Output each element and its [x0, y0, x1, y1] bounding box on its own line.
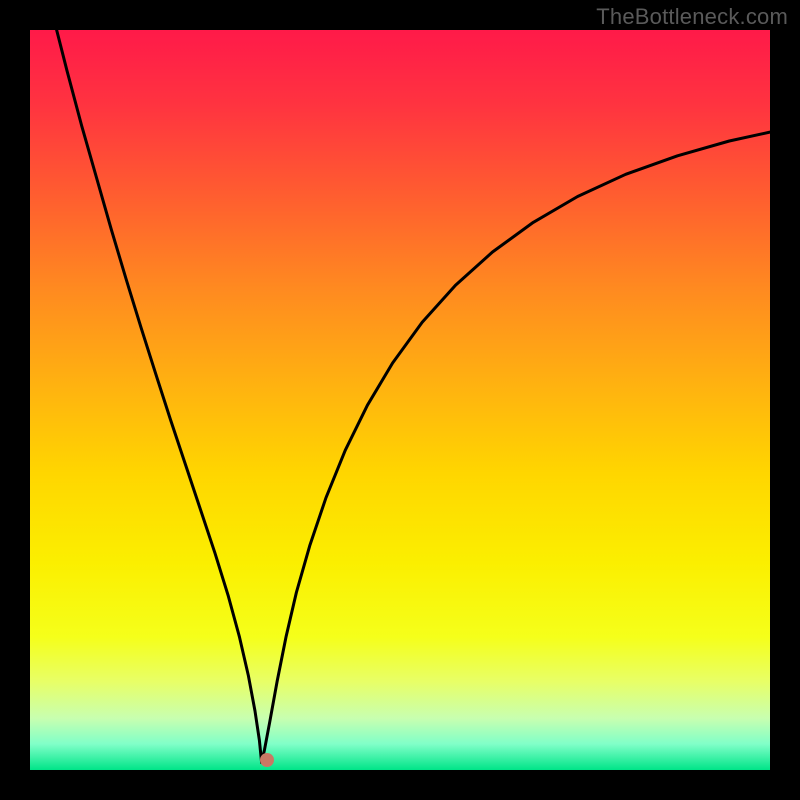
chart-frame: TheBottleneck.com	[0, 0, 800, 800]
watermark-text: TheBottleneck.com	[596, 4, 788, 30]
plot-area	[30, 30, 770, 770]
bottleneck-marker	[260, 753, 274, 767]
bottleneck-curve	[30, 30, 770, 770]
